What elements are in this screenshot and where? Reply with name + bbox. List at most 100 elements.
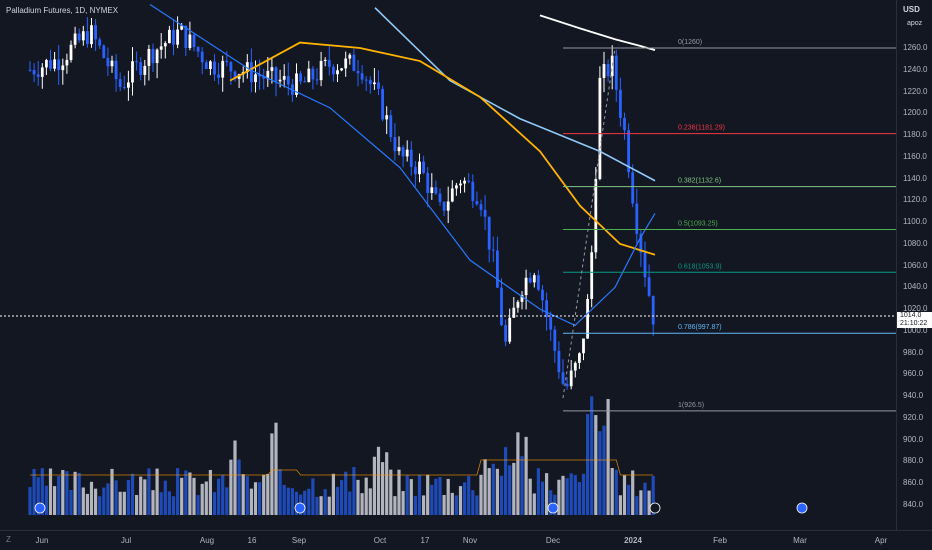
candle-body <box>491 249 495 251</box>
volume-bar <box>401 491 405 515</box>
volume-bar <box>204 481 208 515</box>
volume-bar <box>139 476 143 515</box>
price-chart-svg[interactable]: 0(1260) 0.236(1181.29) 0.382(1132.6) 0.5(10… <box>0 0 896 530</box>
volume-bar <box>385 452 389 515</box>
candle-body <box>549 317 553 330</box>
time-tick-label: Aug <box>199 536 215 545</box>
candle-body <box>393 137 397 152</box>
candle-body <box>221 60 225 78</box>
candle-body <box>360 73 364 80</box>
candle-body <box>315 79 319 81</box>
volume-bar <box>208 469 212 515</box>
time-tick-label: Jun <box>35 536 49 545</box>
price-tick-label: 860.0 <box>903 478 924 488</box>
current-price-badge: 1014.0 21:10:22 <box>897 312 932 328</box>
price-tick-label: 920.0 <box>903 412 924 422</box>
volume-bar <box>434 478 438 515</box>
volume-bar <box>586 414 590 515</box>
candle-body <box>73 33 77 45</box>
candle-body <box>86 31 89 45</box>
fib-trend-line <box>562 47 616 399</box>
price-tick-label: 960.0 <box>903 369 924 379</box>
volume-bar <box>422 495 426 515</box>
time-axis[interactable]: Z Jun Jul Aug 16 Sep Oct 17 Nov Dec 2024 Feb Mar Apr <box>0 530 932 550</box>
candle-body <box>106 57 110 67</box>
candle-body <box>459 183 462 186</box>
volume-bar <box>610 467 614 515</box>
candle-body <box>262 76 266 79</box>
volume-bar <box>303 490 307 515</box>
candle-body <box>475 200 479 205</box>
volume-bar <box>188 472 192 515</box>
candle-body <box>397 147 401 152</box>
time-tick-label: 16 <box>247 536 257 545</box>
candle-body <box>463 180 466 184</box>
candle-body <box>504 325 507 342</box>
volume-bar <box>647 490 651 515</box>
volume-bar <box>176 468 180 515</box>
price-tick-label: 1100.0 <box>903 217 927 227</box>
time-tick-label: 2024 <box>624 536 642 545</box>
bar-countdown: 21:10:22 <box>900 320 928 327</box>
volume-bar <box>110 468 114 515</box>
chart-area[interactable]: 0(1260) 0.236(1181.29) 0.382(1132.6) 0.5(10… <box>0 0 896 530</box>
candle-body <box>36 74 40 77</box>
candle-body <box>192 34 196 48</box>
price-axis[interactable]: USD apoz 1260.0 1240.0 1220.0 1200.0 1180.0 1… <box>896 0 932 530</box>
zoom-icon[interactable]: Z <box>6 535 11 544</box>
volume-bar <box>36 477 40 515</box>
volume-bar <box>594 415 598 515</box>
candle-body <box>483 209 487 217</box>
volume-bar <box>225 487 229 515</box>
volume-bar <box>159 492 163 515</box>
volume-bar <box>479 474 483 515</box>
candle-body <box>352 54 356 71</box>
volume-bar <box>438 477 442 515</box>
candle-body <box>450 188 454 202</box>
volume-bar <box>28 487 32 515</box>
volume-bar <box>147 468 151 515</box>
volume-bar <box>520 456 524 515</box>
volume-bar <box>286 487 290 515</box>
volume-bar <box>253 482 258 515</box>
candle-body <box>553 329 557 351</box>
candle-body <box>209 61 212 69</box>
volume-bar <box>180 477 184 515</box>
candle-body <box>110 60 114 67</box>
candle-body <box>619 89 622 118</box>
user-label: apoz <box>907 20 923 27</box>
fibonacci-retracement: 0(1260) 0.236(1181.29) 0.382(1132.6) 0.5(10… <box>563 39 896 412</box>
volume-bar <box>446 478 450 515</box>
volume-bar <box>171 496 176 515</box>
price-tick-label: 1120.0 <box>903 195 927 205</box>
volume-series <box>28 396 655 515</box>
volume-bar <box>471 490 475 515</box>
candle-body <box>188 34 192 49</box>
volume-bar <box>381 462 385 515</box>
candle-body <box>151 48 155 64</box>
currency-label[interactable]: USD <box>903 5 920 14</box>
price-tick-label: 880.0 <box>903 456 924 466</box>
time-tick-label: Oct <box>373 536 387 545</box>
candle-body <box>573 362 577 371</box>
candle-body <box>356 70 360 74</box>
volume-bar <box>184 470 188 515</box>
event-marker-icon <box>547 502 559 514</box>
volume-bar <box>565 478 569 515</box>
candle-body <box>627 130 630 173</box>
volume-bar <box>540 481 545 515</box>
volume-bar <box>627 484 631 515</box>
fib-level-label: 0.236(1181.29) <box>678 125 725 132</box>
symbol-title[interactable]: Palladium Futures, 1D, NYMEX <box>6 6 119 15</box>
time-tick-label: Apr <box>874 536 888 545</box>
fib-level-label: 0.382(1132.6) <box>678 178 721 185</box>
price-tick-label: 1140.0 <box>903 173 927 183</box>
candle-body <box>541 289 544 301</box>
candle-body <box>139 62 143 75</box>
candle-body <box>172 29 175 45</box>
volume-bar <box>126 479 130 515</box>
candle-body <box>323 59 327 62</box>
volume-bar <box>282 484 286 515</box>
candle-body <box>512 307 516 318</box>
candle-body <box>508 317 512 342</box>
